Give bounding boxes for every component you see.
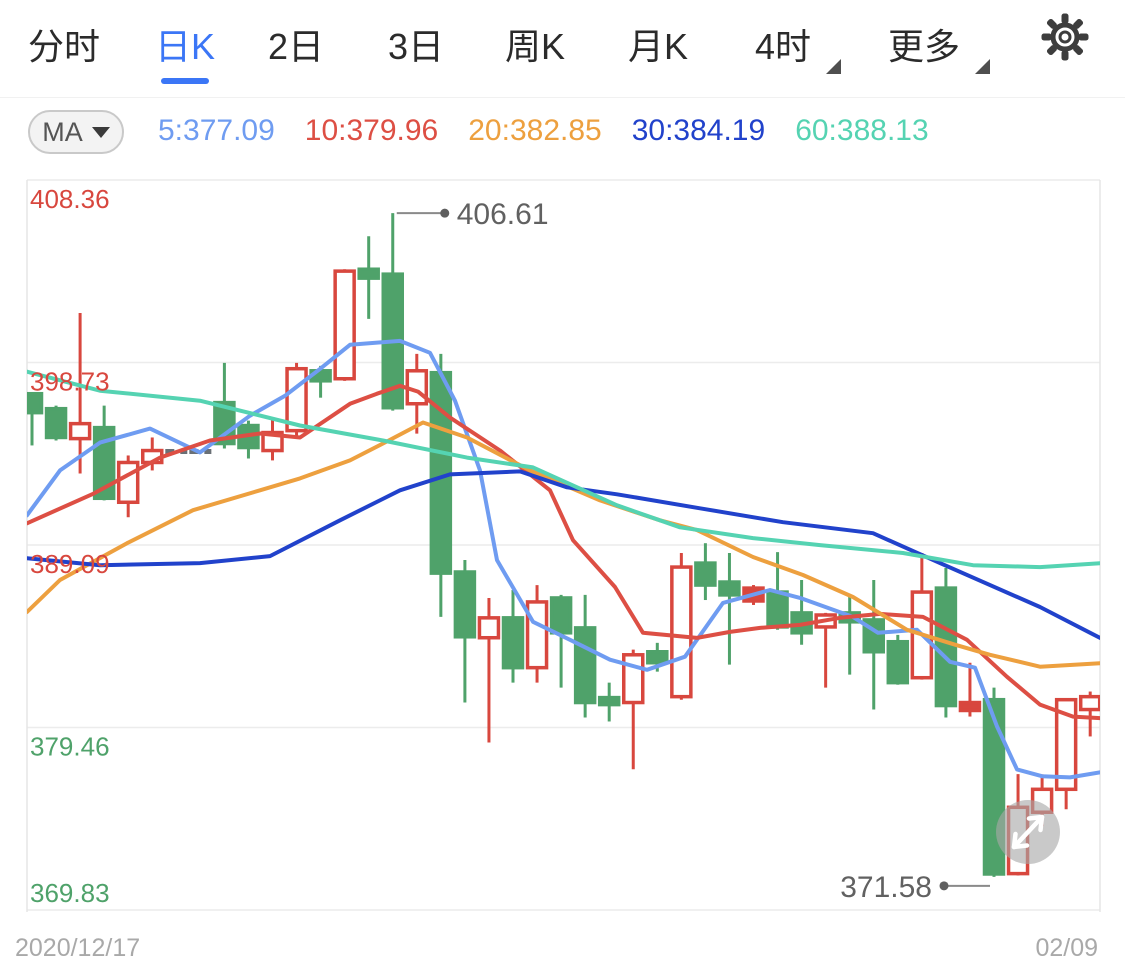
y-axis-label: 369.83: [30, 878, 110, 908]
ma-line-MA10: [27, 383, 1100, 721]
tab-weekly-k[interactable]: 周K: [505, 26, 566, 67]
grid-lines: [26, 179, 1101, 912]
ma-line-MA5: [27, 338, 1100, 780]
kline-period-tabbar: 分时 日K 2日 3日 周K 月K 4时 更多: [0, 0, 1125, 98]
ma-indicator-bar: MA 5:377.09 10:379.96 20:382.85 30:384.19 60…: [0, 103, 1125, 159]
high-price-annotation: 406.61: [457, 198, 549, 231]
x-axis-end-date: 02/09: [1035, 934, 1098, 962]
tab-3day[interactable]: 3日: [388, 26, 445, 67]
x-axis-start-date: 2020/12/17: [15, 934, 140, 962]
ma-line-MA30: [27, 469, 1100, 640]
low-price-annotation: 371.58: [840, 871, 932, 904]
ma-value-30: 30:384.19: [631, 114, 766, 147]
ma-value-60: 60:388.13: [795, 114, 929, 147]
tab-minute[interactable]: 分时: [28, 26, 101, 67]
high-low-annotations: 406.61 371.58: [396, 198, 990, 904]
moving-average-lines: [27, 338, 1100, 780]
y-axis-label: 389.09: [30, 549, 110, 579]
ma-value-20: 20:382.85: [468, 114, 602, 147]
tab-daily-k[interactable]: 日K: [155, 18, 215, 70]
ma-line-MA60: [27, 369, 1100, 570]
ma-selector-label: MA: [42, 116, 83, 147]
y-axis-label: 408.36: [30, 184, 110, 214]
tab-4hour[interactable]: 4时: [755, 18, 842, 74]
y-axis-labels: 408.36 398.73 389.09 379.46 369.83: [30, 184, 110, 908]
expand-chart-button[interactable]: [996, 800, 1060, 864]
y-axis-label: 379.46: [30, 732, 110, 762]
dropdown-triangle-icon: [826, 59, 842, 74]
settings-gear-icon[interactable]: [1040, 12, 1090, 62]
dropdown-triangle-icon: [975, 59, 991, 74]
ma-value-10: 10:379.96: [304, 114, 439, 147]
ma-selector-button[interactable]: MA: [28, 110, 124, 154]
y-axis-label: 398.73: [30, 367, 110, 397]
tab-more[interactable]: 更多: [888, 18, 991, 74]
ma-value-5: 5:377.09: [158, 114, 275, 147]
tab-2day[interactable]: 2日: [268, 26, 325, 67]
tab-monthly-k[interactable]: 月K: [628, 26, 689, 67]
chevron-down-icon: [91, 126, 110, 138]
